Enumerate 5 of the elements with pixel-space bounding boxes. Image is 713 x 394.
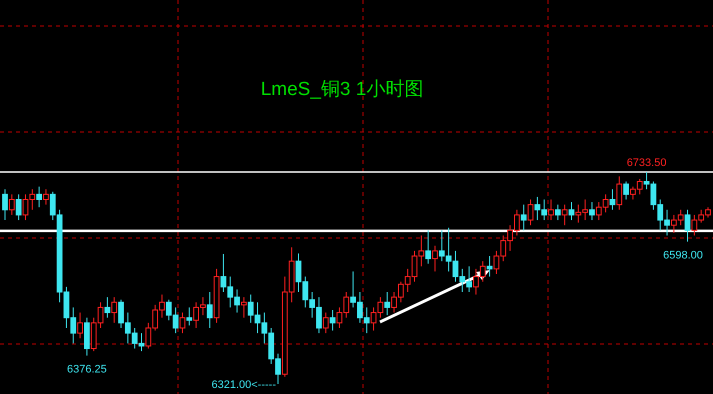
annotation: 6733.50	[626, 157, 666, 169]
annotation: 6321.00<-----	[211, 379, 276, 391]
annotation: 6376.25	[67, 364, 107, 376]
annotation: 6598.00	[663, 250, 703, 262]
chart-title: LmeS_铜3 1小时图	[260, 79, 424, 100]
